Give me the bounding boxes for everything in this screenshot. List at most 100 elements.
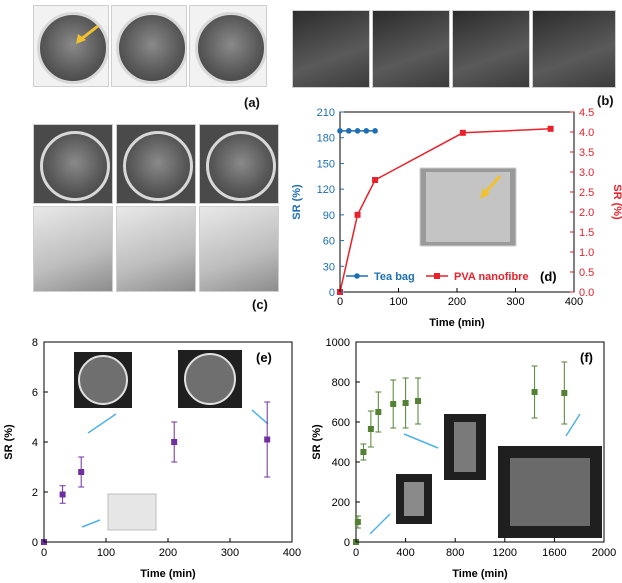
- photo-panel-c-2: [116, 124, 196, 204]
- data-point: [354, 519, 361, 525]
- y-tick-label-right: 2.0: [579, 207, 594, 219]
- data-point: [264, 436, 271, 443]
- y-tick-label: 400: [332, 457, 350, 469]
- photo-panel-c-3: [199, 124, 279, 204]
- y-tick-label: 800: [332, 377, 350, 389]
- y-tick-label: 6: [32, 387, 38, 399]
- inset-photo-sheet: [454, 422, 476, 472]
- chart-e: 0 100 200 300 400 0 2 4 6 8 Time (min) SR (%) (e): [3, 337, 301, 580]
- x-tick-label: 0: [41, 547, 47, 559]
- petri-dish: [195, 12, 266, 84]
- x-axis-title: Time (min): [140, 568, 196, 580]
- y-tick-label-left: 210: [317, 107, 335, 119]
- x-tick-label: 1600: [542, 547, 566, 559]
- y-tick-label-left: 120: [317, 184, 335, 196]
- y-tick-label-left: 150: [317, 158, 335, 170]
- y-axis-title: SR (%): [3, 424, 15, 460]
- data-point: [375, 409, 382, 415]
- panel-label-d: (d): [540, 269, 557, 284]
- x-tick-label: 0: [337, 296, 343, 308]
- x-tick-label: 1200: [493, 547, 517, 559]
- petri-dish: [78, 355, 128, 405]
- y-tick-label-right: 0.0: [579, 287, 594, 299]
- y-tick-label-right: 1.5: [579, 227, 594, 239]
- x-tick-label: 400: [396, 547, 414, 559]
- data-point: [78, 469, 85, 475]
- panel-label-a: (a): [244, 95, 260, 110]
- arrow-icon: [81, 409, 269, 528]
- data-point: [531, 389, 538, 395]
- x-tick-label: 100: [389, 296, 407, 308]
- y-tick-label-left: 30: [323, 261, 335, 273]
- petri-dish: [123, 131, 193, 201]
- photo-panel-b-4: [532, 10, 616, 88]
- y-tick-label-right: 3.5: [579, 147, 594, 159]
- data-point: [561, 390, 568, 396]
- data-point: [171, 439, 178, 445]
- y-tick-label: 200: [332, 497, 350, 509]
- petri-dish: [184, 353, 236, 405]
- data-point-tea-bag: [372, 128, 378, 134]
- x-tick-label: 200: [448, 296, 466, 308]
- y-tick-label-left: 60: [323, 236, 335, 248]
- x-tick-label: 300: [506, 296, 524, 308]
- data-point-tea-bag: [337, 128, 343, 134]
- y-tick-label: 600: [332, 417, 350, 429]
- inset-photo-3: [107, 493, 157, 531]
- panel-label-f: (f): [580, 350, 593, 365]
- y-tick-label-left: 0: [329, 287, 335, 299]
- x-axis-title: Time (min): [452, 568, 508, 580]
- x-tick-label: 2000: [592, 547, 616, 559]
- x-tick-label: 300: [221, 547, 239, 559]
- y-tick-label: 0: [32, 537, 38, 549]
- y-tick-label: 2: [32, 487, 38, 499]
- photo-panel-a-3: [189, 5, 267, 87]
- data-point-pva: [459, 129, 466, 136]
- y-axis-title: SR (%): [311, 424, 323, 460]
- photo-panel-c-5: [116, 206, 196, 292]
- legend: Tea bag PVA nanofibre: [346, 271, 529, 283]
- petri-dish: [206, 131, 276, 201]
- y-tick-label-left: 180: [317, 133, 335, 145]
- y-tick-label-left: 90: [323, 210, 335, 222]
- y-tick-label-right: 2.5: [579, 187, 594, 199]
- x-tick-label: 400: [283, 547, 301, 559]
- photo-panel-c-6: [199, 206, 279, 292]
- x-tick-label: 0: [353, 547, 359, 559]
- data-point: [390, 401, 397, 407]
- legend-label-tea-bag: Tea bag: [374, 271, 415, 283]
- y-tick-label-right: 1.0: [579, 247, 594, 259]
- petri-dish: [40, 131, 110, 201]
- y-tick-label-right: 4.5: [579, 107, 594, 119]
- photo-panel-c-1: [33, 124, 113, 204]
- x-tick-label: 800: [446, 547, 464, 559]
- arrow-icon: [480, 175, 502, 199]
- panel-label-e: (e): [256, 350, 272, 365]
- legend-label-pva: PVA nanofibre: [454, 271, 529, 283]
- photo-panel-b-3: [452, 10, 530, 88]
- photo-panel-b-2: [372, 10, 450, 88]
- y-tick-label: 8: [32, 337, 38, 349]
- y-tick-label: 0: [344, 537, 350, 549]
- arrow-icon: [369, 413, 581, 535]
- y-axis-left-title: SR (%): [291, 184, 303, 220]
- data-point: [367, 426, 374, 432]
- photo-panel-c-4: [33, 206, 113, 292]
- panel-label-b: (b): [597, 93, 614, 108]
- data-point: [402, 400, 409, 406]
- data-point-tea-bag: [354, 128, 361, 134]
- data-point-tea-bag: [363, 128, 370, 134]
- inset-photo-sheet: [510, 458, 590, 526]
- x-tick-label: 100: [97, 547, 115, 559]
- petri-dish: [37, 12, 108, 84]
- y-tick-label-right: 0.5: [579, 267, 594, 279]
- data-point: [360, 449, 367, 455]
- data-point-pva: [372, 177, 379, 183]
- inset-photo-sheet: [404, 482, 424, 516]
- panel-label-c: (c): [252, 297, 268, 312]
- y-tick-label: 1000: [326, 337, 350, 349]
- y-tick-label: 4: [32, 437, 38, 449]
- legend-marker-pva: [434, 273, 440, 279]
- photo-panel-b-1: [292, 10, 370, 88]
- photo-panel-a-1: [33, 5, 109, 87]
